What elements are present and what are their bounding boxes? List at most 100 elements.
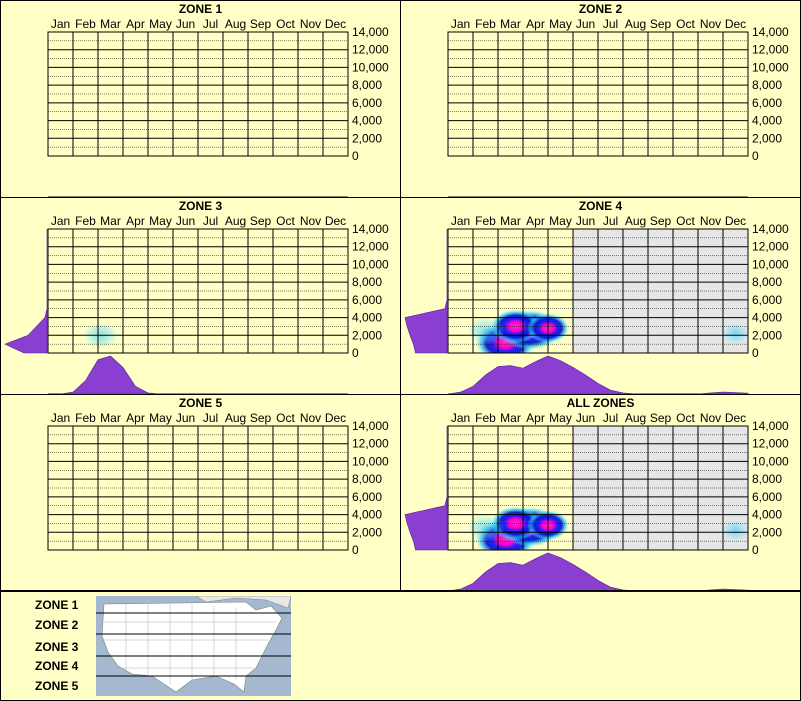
month-label: Nov (700, 17, 721, 31)
y-tick-label: 14,000 (752, 419, 789, 433)
month-label: Jul (203, 214, 218, 228)
y-tick-label: 2,000 (752, 328, 782, 342)
y-tick-label: 14,000 (352, 25, 389, 39)
chart-panel-2: ZONE 2 Jan Feb Mar Apr May Jun Jul Aug Sep Oct Nov D… (400, 0, 801, 198)
month-label: May (149, 17, 172, 31)
month-label: Jun (576, 214, 595, 228)
month-label: Oct (676, 411, 695, 425)
y-tick-label: 6,000 (352, 96, 382, 110)
y-tick-label: 4,000 (352, 508, 382, 522)
month-label: Dec (725, 17, 746, 31)
y-tick-label: 12,000 (752, 437, 789, 451)
month-density-curve (48, 355, 348, 395)
month-label: Aug (225, 17, 246, 31)
month-label: Apr (526, 214, 545, 228)
shaded-month-oct (673, 426, 698, 550)
chart-grid (47, 425, 349, 551)
panel-title: ZONE 4 (578, 199, 623, 213)
y-tick-label: 4,000 (352, 114, 382, 128)
month-label: Apr (126, 411, 145, 425)
zone-label-1: ZONE 1 (35, 598, 79, 612)
y-tick-label: 10,000 (752, 454, 789, 468)
y-tick-label: 8,000 (752, 78, 782, 92)
month-label: Oct (276, 411, 295, 425)
zone-label-4: ZONE 4 (35, 659, 79, 673)
y-tick-label: 2,000 (352, 131, 382, 145)
elevation-density-curve (404, 426, 448, 551)
shaded-month-jun (573, 229, 598, 353)
heatmap-hotspot-5 (466, 316, 505, 345)
y-tick-label: 8,000 (752, 472, 782, 486)
month-label: Jan (51, 411, 70, 425)
zone-label-2: ZONE 2 (35, 618, 79, 632)
month-label: Oct (676, 17, 695, 31)
chart-panel-3: ZONE 3 Jan Feb Mar Apr May Jun Jul Aug Sep Oct Nov D… (0, 197, 401, 395)
month-label: Jun (576, 17, 595, 31)
month-label: Jan (451, 17, 470, 31)
month-label: Jul (603, 214, 618, 228)
chart-panel-5: ZONE 5 Jan Feb Mar Apr May Jun Jul Aug Sep Oct Nov D… (0, 394, 401, 592)
y-tick-label: 6,000 (352, 293, 382, 307)
zone-label-5: ZONE 5 (35, 679, 79, 693)
panel-title: ZONE 1 (178, 2, 223, 16)
heatmap-chart: Jan Feb Mar Apr May Jun Jul Aug Sep Oct Nov Dec 14,0… (404, 411, 789, 592)
month-label: Dec (725, 411, 746, 425)
month-label: Feb (75, 411, 96, 425)
y-tick-label: 2,000 (352, 328, 382, 342)
chart-panel-6: ALL ZONES Jan Feb Mar Apr May Jun Jul Aug Sep Oct N… (400, 394, 801, 592)
panel-title: ZONE 2 (578, 2, 623, 16)
heatmap-chart: Jan Feb Mar Apr May Jun Jul Aug Sep Oct Nov Dec 14,0… (404, 214, 789, 395)
heatmap-hotspot-5 (466, 513, 505, 542)
month-label: Jun (176, 17, 195, 31)
y-tick-label: 2,000 (352, 525, 382, 539)
month-label: Mar (100, 411, 121, 425)
y-tick-label: 8,000 (352, 472, 382, 486)
y-tick-label: 14,000 (352, 222, 389, 236)
month-label: May (549, 411, 572, 425)
month-label: Aug (625, 17, 646, 31)
y-tick-label: 2,000 (752, 525, 782, 539)
y-tick-label: 0 (352, 543, 359, 557)
month-label: Jul (603, 411, 618, 425)
shaded-month-aug (623, 426, 648, 550)
chart-panel-4: ZONE 4 Jan Feb Mar Apr May Jun Jul Aug Sep Oct Nov D… (400, 197, 801, 395)
y-tick-label: 0 (752, 346, 759, 360)
y-tick-label: 6,000 (752, 490, 782, 504)
zone-label-3: ZONE 3 (35, 640, 79, 654)
panel-title: ZONE 3 (178, 199, 223, 213)
y-tick-label: 12,000 (352, 43, 389, 57)
month-label: Jun (176, 411, 195, 425)
month-label: Feb (75, 214, 96, 228)
y-tick-label: 0 (352, 346, 359, 360)
chart-grid (447, 228, 749, 354)
y-tick-label: 2,000 (752, 131, 782, 145)
heatmap-chart: Jan Feb Mar Apr May Jun Jul Aug Sep Oct Nov Dec 14,0… (447, 17, 789, 198)
chart-grid (47, 31, 349, 157)
month-label: May (149, 411, 172, 425)
month-label: Jul (203, 17, 218, 31)
elevation-density-curve (404, 229, 448, 354)
month-label: Jun (576, 411, 595, 425)
y-tick-label: 10,000 (352, 454, 389, 468)
month-label: May (149, 214, 172, 228)
month-label: Feb (475, 17, 496, 31)
heatmap-chart: Jan Feb Mar Apr May Jun Jul Aug Sep Oct Nov Dec 14,0… (47, 411, 389, 592)
month-label: Feb (475, 214, 496, 228)
month-label: Feb (475, 411, 496, 425)
month-density-curve (447, 552, 749, 592)
panel-title: ZONE 5 (178, 396, 223, 410)
y-tick-label: 0 (752, 543, 759, 557)
month-label: Sep (250, 17, 272, 31)
month-label: Dec (325, 17, 346, 31)
month-label: Nov (700, 214, 721, 228)
month-label: Jan (51, 214, 70, 228)
y-tick-label: 0 (352, 149, 359, 163)
y-tick-label: 8,000 (352, 78, 382, 92)
month-label: Apr (526, 411, 545, 425)
y-tick-label: 0 (752, 149, 759, 163)
y-tick-label: 4,000 (752, 114, 782, 128)
heatmap-chart: Jan Feb Mar Apr May Jun Jul Aug Sep Oct Nov Dec 14,0… (4, 214, 389, 395)
month-label: Aug (225, 411, 246, 425)
month-label: Mar (100, 17, 121, 31)
y-tick-label: 4,000 (352, 311, 382, 325)
